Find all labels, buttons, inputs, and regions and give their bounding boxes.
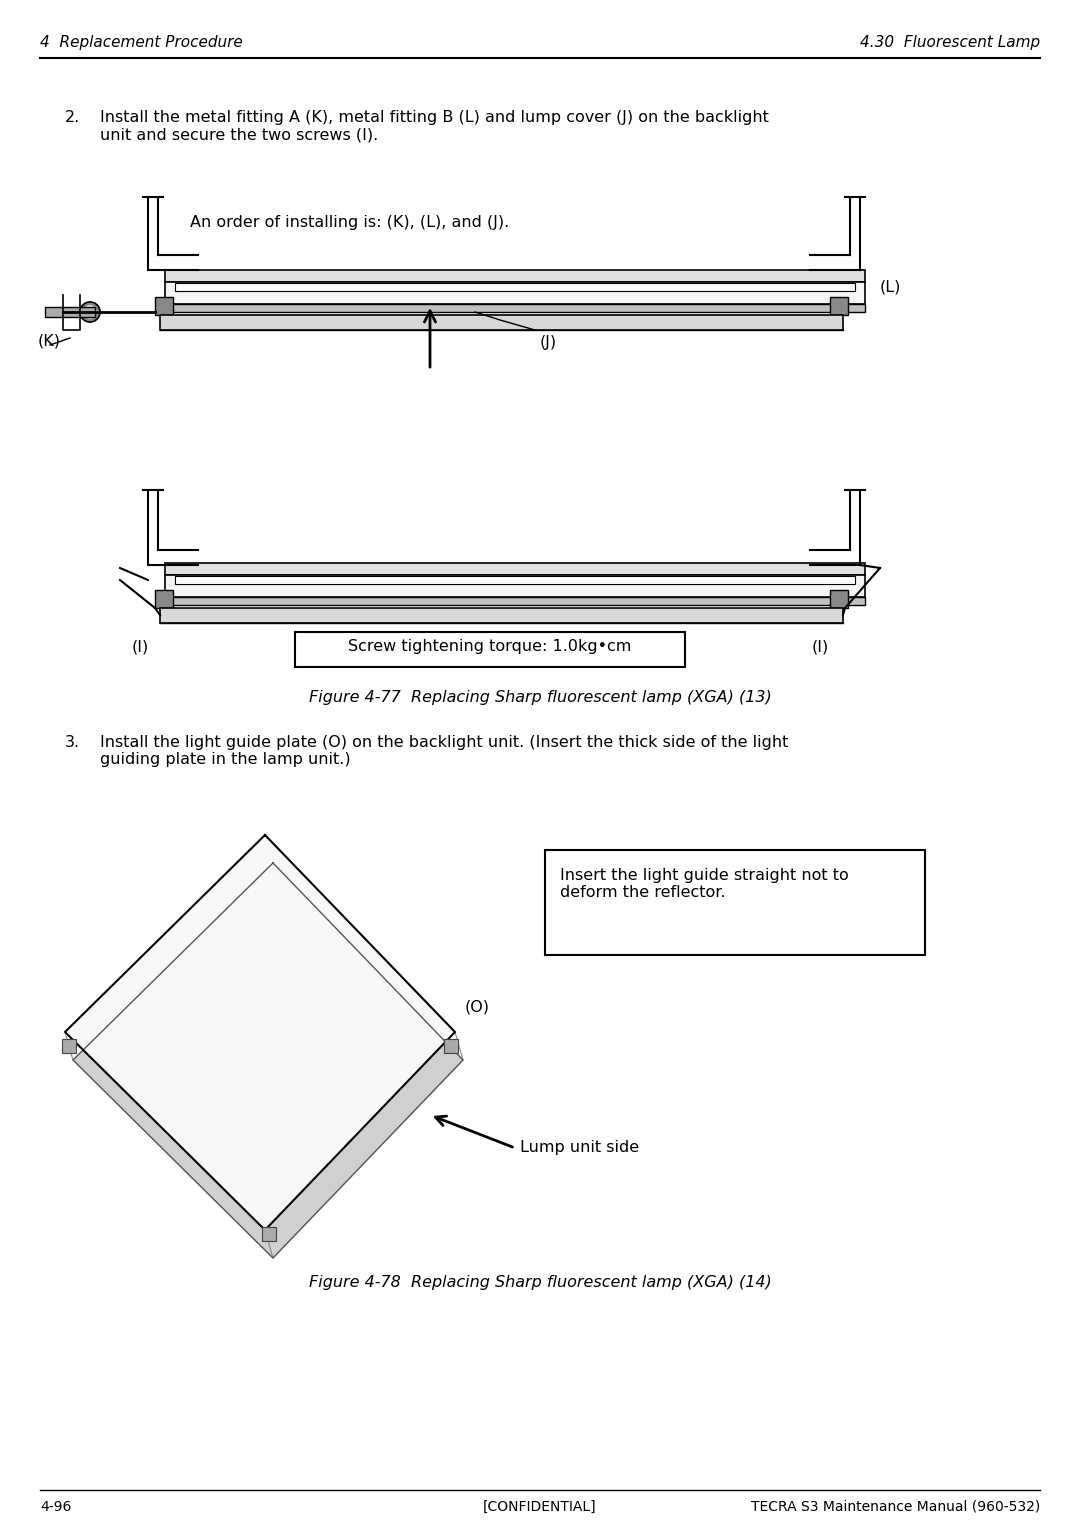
Text: (K): (K) xyxy=(38,333,60,348)
Circle shape xyxy=(84,306,96,318)
Text: Install the metal fitting A (K), metal fitting B (L) and lump cover (J) on the b: Install the metal fitting A (K), metal f… xyxy=(100,110,769,142)
Bar xyxy=(262,1227,276,1241)
Circle shape xyxy=(80,303,100,322)
Bar xyxy=(165,597,865,605)
Text: 3.: 3. xyxy=(65,735,80,750)
Bar xyxy=(62,1039,76,1053)
Text: 4.30  Fluorescent Lamp: 4.30 Fluorescent Lamp xyxy=(860,35,1040,50)
Text: Figure 4-78  Replacing Sharp fluorescent lamp (XGA) (14): Figure 4-78 Replacing Sharp fluorescent … xyxy=(309,1274,771,1290)
Text: [CONFIDENTIAL]: [CONFIDENTIAL] xyxy=(483,1500,597,1514)
Bar xyxy=(295,633,685,668)
Bar xyxy=(156,590,173,608)
Text: Install the light guide plate (O) on the backlight unit. (Insert the thick side : Install the light guide plate (O) on the… xyxy=(100,735,788,767)
Text: (O): (O) xyxy=(465,999,490,1015)
Bar xyxy=(545,850,924,955)
Bar xyxy=(175,576,855,584)
Bar xyxy=(165,575,865,597)
Text: 4  Replacement Procedure: 4 Replacement Procedure xyxy=(40,35,243,50)
Bar xyxy=(165,283,865,304)
Text: Insert the light guide straight not to
deform the reflector.: Insert the light guide straight not to d… xyxy=(561,868,849,900)
Text: (J): (J) xyxy=(540,335,557,350)
Bar xyxy=(831,296,848,315)
Bar xyxy=(156,296,173,315)
Text: (I): (I) xyxy=(811,640,828,656)
Polygon shape xyxy=(73,863,463,1258)
Text: (L): (L) xyxy=(880,280,902,295)
Polygon shape xyxy=(65,834,455,1230)
Text: Figure 4-77  Replacing Sharp fluorescent lamp (XGA) (13): Figure 4-77 Replacing Sharp fluorescent … xyxy=(309,691,771,704)
Text: An order of installing is: (K), (L), and (J).: An order of installing is: (K), (L), and… xyxy=(190,215,510,231)
Bar xyxy=(45,307,95,316)
Bar xyxy=(165,304,865,312)
Text: Lump unit side: Lump unit side xyxy=(519,1140,639,1155)
Text: (I): (I) xyxy=(132,640,149,656)
Bar xyxy=(444,1039,458,1053)
Bar xyxy=(160,608,843,623)
Text: TECRA S3 Maintenance Manual (960-532): TECRA S3 Maintenance Manual (960-532) xyxy=(751,1500,1040,1514)
Bar xyxy=(831,590,848,608)
Text: Screw tightening torque: 1.0kg•cm: Screw tightening torque: 1.0kg•cm xyxy=(349,639,632,654)
Bar xyxy=(175,283,855,290)
Text: 4-96: 4-96 xyxy=(40,1500,71,1514)
Bar xyxy=(165,270,865,283)
Bar xyxy=(165,562,865,575)
Text: 2.: 2. xyxy=(65,110,80,125)
Bar xyxy=(160,315,843,330)
